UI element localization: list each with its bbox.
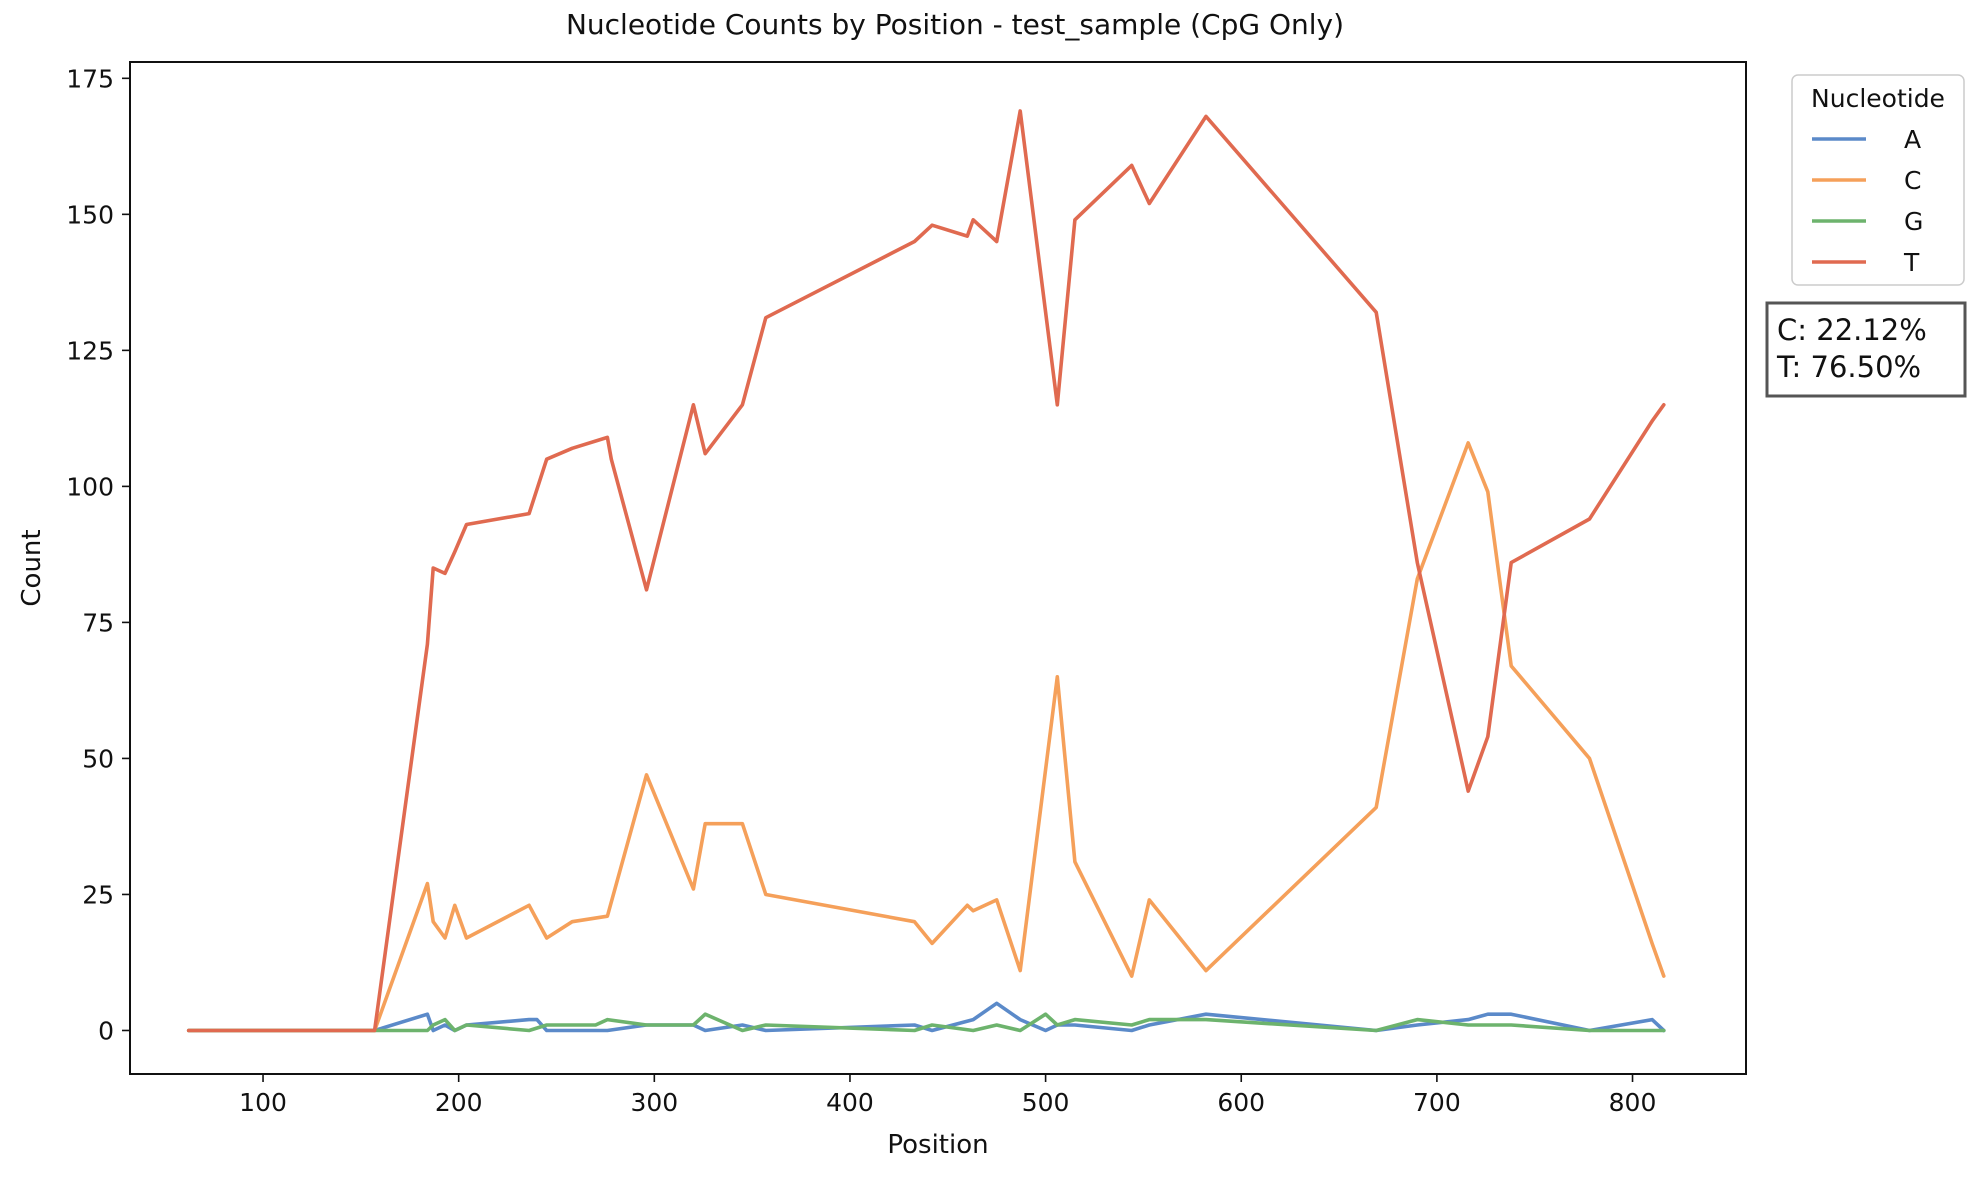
legend-label-g: G [1904, 207, 1923, 236]
y-axis: 0 25 50 75 100 125 150 175 [66, 64, 130, 1045]
y-tick-label: 25 [82, 880, 114, 909]
plot-frame [129, 61, 1747, 1075]
y-tick-label: 150 [66, 200, 114, 229]
series-line-c [186, 441, 1666, 1033]
y-axis-label: Count [17, 529, 47, 606]
x-tick-label: 600 [1217, 1088, 1265, 1117]
x-tick-label: 400 [826, 1088, 874, 1117]
x-axis-label: Position [887, 1130, 988, 1160]
x-tick-label: 700 [1413, 1088, 1461, 1117]
x-tick-label: 300 [630, 1088, 678, 1117]
legend-label-t: T [1903, 248, 1920, 277]
legend-title: Nucleotide [1811, 84, 1945, 113]
series-line-g [186, 1012, 1666, 1033]
x-tick-label: 200 [435, 1088, 483, 1117]
y-tick-label: 100 [66, 472, 114, 501]
legend-box [1791, 74, 1965, 286]
chart-title: Nucleotide Counts by Position - test_sam… [566, 8, 1344, 41]
legend-label-c: C [1904, 166, 1921, 195]
stats-box [1765, 301, 1967, 398]
legend-label-a: A [1904, 125, 1921, 154]
stats-line-c: C: 22.12% [1777, 313, 1927, 347]
x-tick-label: 800 [1609, 1088, 1657, 1117]
series-line-t [186, 109, 1666, 1033]
stats-line-t: T: 76.50% [1776, 350, 1921, 384]
x-tick-label: 100 [239, 1088, 287, 1117]
x-axis: 100 200 300 400 500 600 700 800 [239, 1074, 1656, 1117]
y-tick-label: 50 [82, 744, 114, 773]
y-tick-label: 175 [66, 64, 114, 93]
series-layer [186, 109, 1666, 1033]
y-tick-label: 0 [98, 1016, 114, 1045]
stats-annotation: C: 22.12% T: 76.50% [1765, 301, 1967, 398]
x-tick-label: 500 [1022, 1088, 1070, 1117]
y-tick-label: 75 [82, 608, 114, 637]
y-tick-label: 125 [66, 336, 114, 365]
